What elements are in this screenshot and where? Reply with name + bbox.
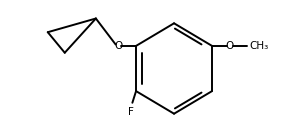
Text: O: O [226,41,234,51]
Text: F: F [128,107,134,117]
Text: O: O [114,41,123,51]
Text: CH₃: CH₃ [249,41,269,51]
